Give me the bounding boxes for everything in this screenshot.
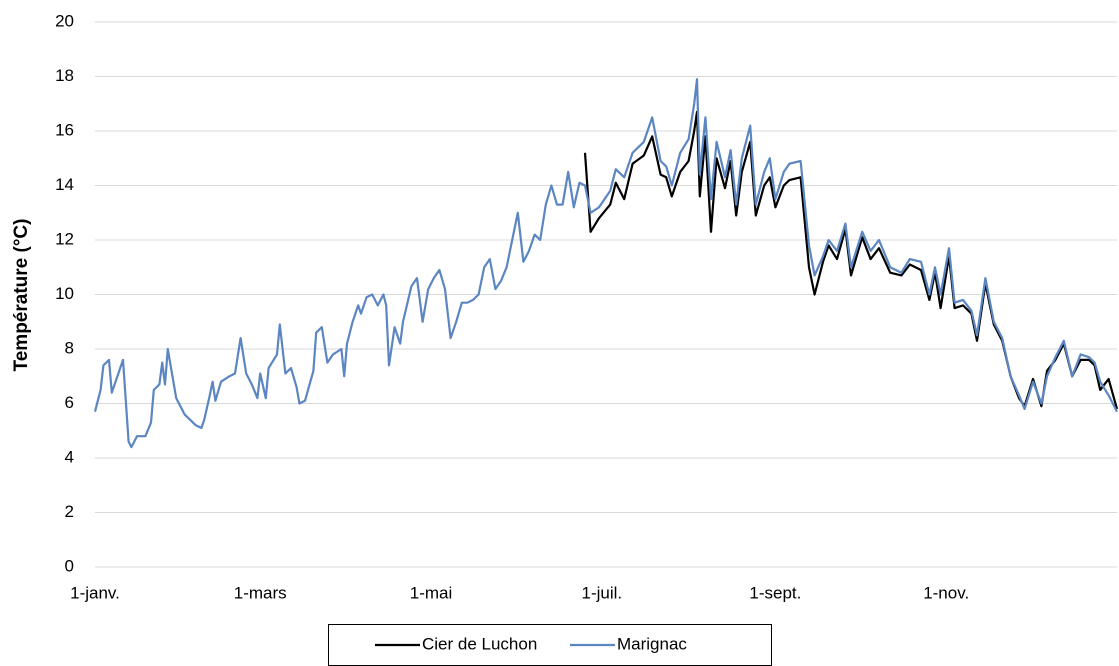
y-tick-label: 10 (55, 284, 74, 303)
x-tick-label: 1-mars (234, 583, 287, 602)
y-tick-label: 4 (65, 447, 74, 466)
legend-label: Marignac (617, 634, 687, 653)
line-series (93, 78, 1118, 449)
legend-label: Cier de Luchon (422, 634, 537, 653)
y-tick-label: 6 (65, 393, 74, 412)
x-tick-label: 1-mai (410, 583, 453, 602)
y-tick-label: 18 (55, 66, 74, 85)
x-tick-label: 1-juil. (581, 583, 622, 602)
y-tick-label: 14 (55, 175, 74, 194)
y-tick-label: 2 (65, 502, 74, 521)
x-tick-label: 1-janv. (70, 583, 120, 602)
y-tick-label: 16 (55, 120, 74, 139)
y-tick-label: 20 (55, 11, 74, 30)
x-tick-label: 1-nov. (923, 583, 969, 602)
x-tick-label: 1-sept. (749, 583, 801, 602)
y-tick-label: 0 (65, 556, 74, 575)
y-axis-title: Température (°C) (11, 219, 32, 372)
y-tick-label: 12 (55, 229, 74, 248)
y-tick-label: 8 (65, 338, 74, 357)
